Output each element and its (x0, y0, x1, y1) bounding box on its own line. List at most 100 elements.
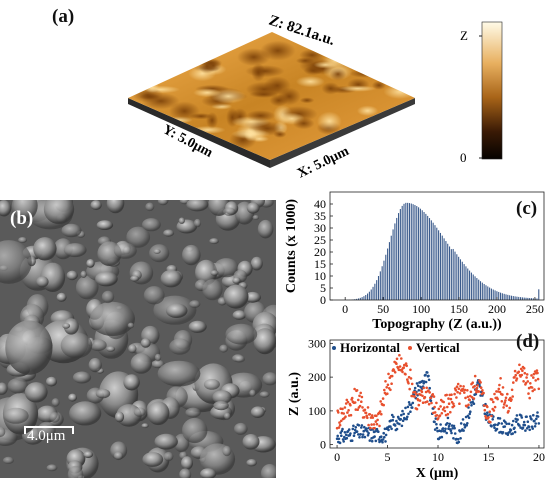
scatter-point (497, 387, 501, 391)
histogram-bar (397, 213, 400, 300)
scatter-point (373, 426, 376, 430)
scatter-point (491, 418, 494, 421)
scatter-point (527, 392, 530, 395)
scatter-point (418, 399, 422, 402)
histogram-bar (428, 218, 431, 300)
scatter-point (404, 362, 408, 365)
scatter-point (374, 439, 378, 443)
scatter-point (537, 387, 541, 391)
scatter-point (455, 396, 458, 399)
scatter-point (465, 405, 468, 408)
scatter-point (498, 390, 502, 394)
scatter-point (452, 402, 455, 406)
scatter-point (537, 422, 541, 425)
scatter-point (466, 422, 469, 425)
scatter-point (501, 393, 504, 396)
scatter-point (501, 386, 505, 389)
scatter-point (456, 438, 460, 441)
scatter-point (381, 438, 385, 441)
scatter-point (525, 376, 528, 379)
scatter-point (500, 400, 504, 403)
scatter-point (513, 430, 517, 434)
histogram-x-tick: 50 (377, 302, 389, 316)
scatter-point (463, 391, 466, 394)
scatter-point (383, 435, 386, 439)
scatter-point (427, 389, 430, 392)
scatter-point (528, 396, 531, 400)
histogram-bar (377, 276, 380, 300)
scatter-point (390, 374, 394, 378)
scatter-point (349, 403, 352, 407)
scatter-point (443, 429, 447, 433)
scatter-point (533, 388, 536, 391)
afm-3d-surface: Z: 82.1a.u. Y: 5.0μm X: 5.0μm Z 0 (128, 13, 503, 182)
scatter-point (410, 406, 414, 409)
scatter-point (387, 372, 390, 376)
panel-c-label: (c) (516, 198, 538, 219)
histogram-y-tick: 20 (314, 245, 326, 259)
histogram-bar (443, 238, 445, 300)
scatter-point (338, 421, 341, 424)
scatter-point (532, 372, 536, 376)
scatter-point (523, 371, 527, 375)
histogram-x-tick: 0 (342, 302, 348, 316)
scatter-point (505, 404, 508, 408)
histogram-bar (441, 235, 443, 300)
scatter-point (449, 429, 453, 432)
histogram-bar (387, 248, 389, 300)
scatter-point (424, 380, 428, 384)
scatter-point (352, 424, 355, 428)
histogram-bar (509, 295, 511, 300)
histogram-x-axis-label: Topography (Z (a.u.)) (372, 317, 502, 332)
scatter-point (437, 407, 441, 411)
scatter-point (462, 429, 465, 432)
scatter-x-tick: 15 (482, 450, 494, 464)
scatter-point (413, 386, 417, 390)
histogram-bar (512, 296, 514, 300)
scatter-point (415, 382, 419, 385)
scatter-point (463, 388, 467, 392)
scatter-point (402, 366, 405, 369)
scatter-point (347, 428, 351, 431)
scatter-point (492, 409, 496, 412)
histogram-bar (414, 205, 416, 300)
scatter-point (341, 407, 344, 411)
scatter-point (408, 387, 411, 391)
scatter-point (415, 407, 419, 411)
scatter-point (488, 413, 491, 416)
scatter-point (340, 434, 343, 437)
histogram-bar (390, 235, 392, 300)
scatter-point (380, 435, 383, 438)
histogram-bar (408, 203, 411, 300)
scatter-point (351, 427, 355, 431)
legend-marker (332, 346, 336, 350)
histogram-bar (434, 225, 436, 300)
scatter-point (387, 428, 390, 432)
histogram-x-tick: 100 (412, 302, 430, 316)
histogram-bar (410, 203, 412, 300)
scatter-point (447, 397, 450, 400)
scatter-point (401, 409, 404, 413)
histogram-bar (527, 297, 529, 300)
scatter-point (512, 381, 515, 384)
scatter-point (420, 390, 424, 394)
scatter-point (521, 426, 525, 429)
scatter-point (522, 367, 526, 370)
histogram-bar (412, 204, 414, 300)
scatter-point (432, 395, 436, 398)
scatter-point (386, 383, 390, 387)
histogram-y-tick: 10 (314, 269, 326, 283)
scatter-point (518, 363, 521, 367)
histogram-bar (498, 291, 500, 300)
scatter-point (366, 416, 369, 420)
scatter-point (406, 405, 410, 409)
scatter-point (429, 399, 433, 402)
scatter-point (515, 414, 519, 417)
scatter-point (361, 435, 364, 439)
scatter-point (473, 374, 477, 378)
scatter-point (392, 369, 396, 372)
scatter-point (416, 384, 420, 388)
scatter-point (458, 392, 462, 395)
scatter-point (407, 412, 410, 416)
histogram-bar (372, 286, 374, 300)
